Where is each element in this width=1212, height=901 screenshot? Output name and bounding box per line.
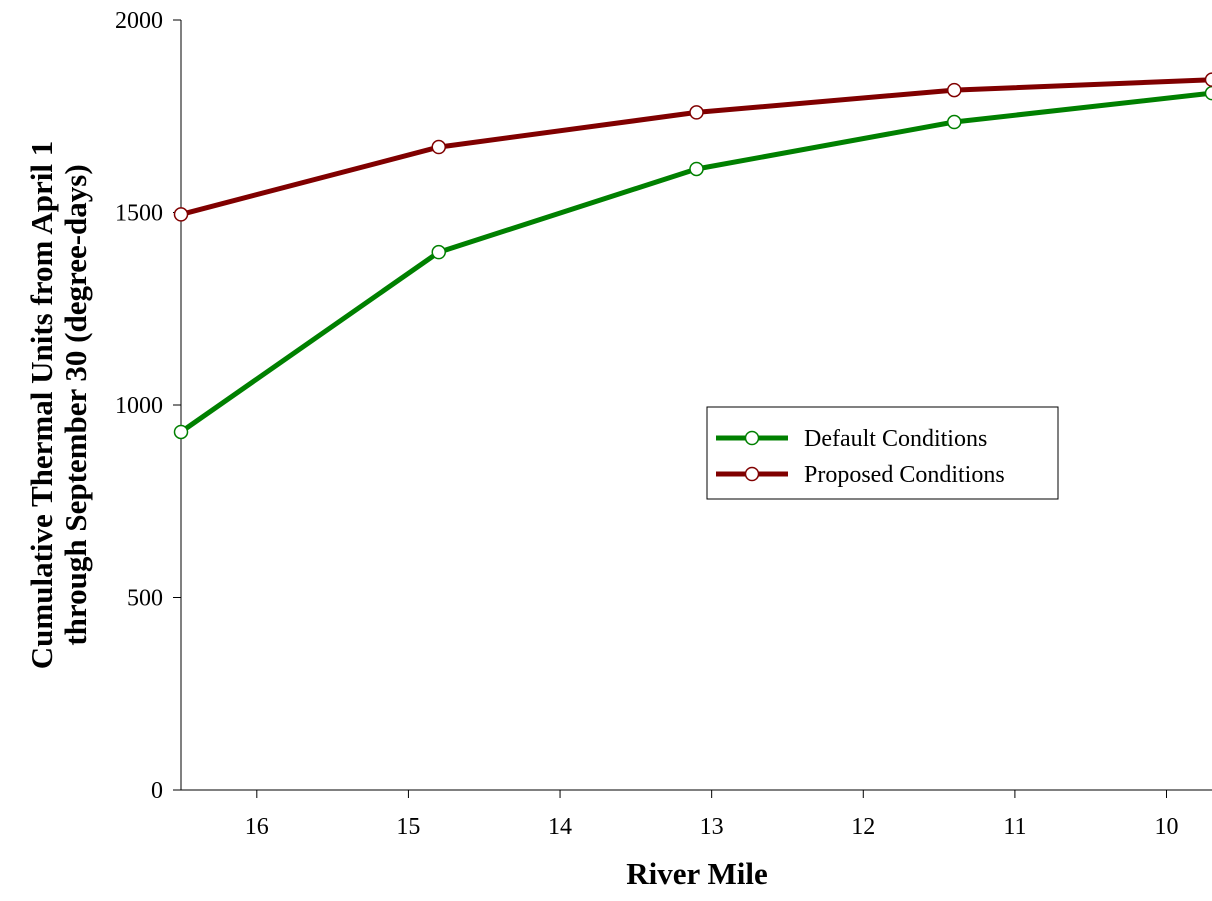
y-tick-label: 0 (151, 778, 163, 804)
x-tick-label: 10 (1155, 814, 1179, 840)
x-tick-label: 11 (1003, 814, 1026, 840)
y-tick-label: 1500 (115, 201, 163, 227)
y-axis-title-line-2: through September 30 (degree-days) (58, 164, 93, 645)
data-point-default-conditions (1204, 85, 1212, 101)
legend-marker-proposed (744, 466, 760, 482)
legend-marker-default (744, 430, 760, 446)
y-tick-label: 1000 (115, 393, 163, 419)
legend-label-proposed: Proposed Conditions (804, 462, 1005, 488)
legend: Default Conditions Proposed Conditions (706, 406, 1059, 500)
x-tick-label: 15 (396, 814, 420, 840)
x-tick-label: 14 (548, 814, 572, 840)
data-point-proposed-conditions (689, 105, 704, 120)
legend-box (706, 406, 1059, 500)
y-tick-label: 500 (127, 586, 163, 612)
legend-label-default: Default Conditions (804, 426, 987, 452)
series-line-proposed-conditions (180, 77, 1212, 217)
data-point-default-conditions (431, 244, 446, 260)
x-tick-label: 13 (700, 814, 724, 840)
data-point-default-conditions (689, 161, 704, 177)
x-tick-label: 16 (245, 814, 269, 840)
axes: 0 500 1000 1500 2000 16 15 14 13 12 11 10 (115, 8, 1212, 840)
y-tick-label: 2000 (115, 8, 163, 34)
data-point-default-conditions (947, 114, 962, 130)
data-point-default-conditions (173, 424, 189, 440)
x-tick-label: 12 (851, 814, 875, 840)
series-layer (173, 72, 1212, 440)
y-axis-title: Cumulative Thermal Units from April 1 th… (24, 141, 93, 669)
data-point-proposed-conditions (1204, 72, 1212, 87)
series-default-conditions (173, 85, 1212, 440)
data-point-proposed-conditions (173, 207, 189, 222)
y-axis-title-line-1: Cumulative Thermal Units from April 1 (24, 141, 59, 669)
data-point-proposed-conditions (431, 139, 446, 155)
data-point-proposed-conditions (947, 82, 962, 98)
series-proposed-conditions (173, 72, 1212, 222)
x-axis-title: River Mile (626, 856, 767, 891)
series-line-default-conditions (179, 90, 1212, 434)
